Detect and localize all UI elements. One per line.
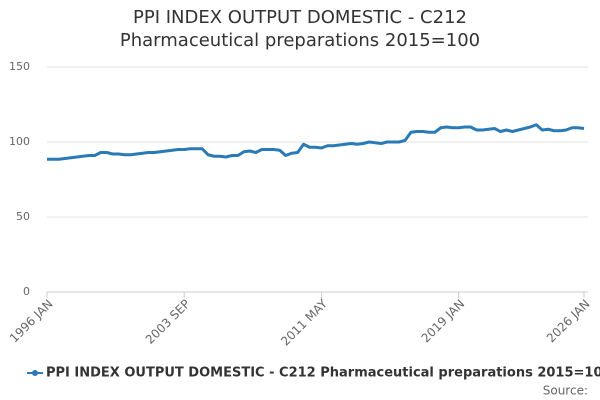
x-tick-label: 2026 JAN bbox=[544, 297, 593, 346]
data-line bbox=[47, 123, 585, 161]
y-tick-label: 150 bbox=[9, 60, 30, 73]
x-tick-label: 1996 JAN bbox=[7, 297, 56, 346]
source: Source: bbox=[543, 384, 588, 398]
chart-title: PPI INDEX OUTPUT DOMESTIC - C212 Pharmac… bbox=[119, 7, 481, 51]
y-tick-label: 100 bbox=[9, 135, 30, 148]
x-tick-label: 2011 MAY bbox=[278, 296, 330, 348]
x-tick-label: 2003 SEP bbox=[143, 297, 193, 347]
x-tick-label: 2019 JAN bbox=[419, 297, 468, 346]
legend-label: PPI INDEX OUTPUT DOMESTIC - C212 Pharmac… bbox=[46, 366, 600, 381]
legend-marker bbox=[32, 370, 38, 376]
y-tick-label: 0 bbox=[23, 285, 30, 298]
y-tick-label: 50 bbox=[16, 210, 30, 223]
